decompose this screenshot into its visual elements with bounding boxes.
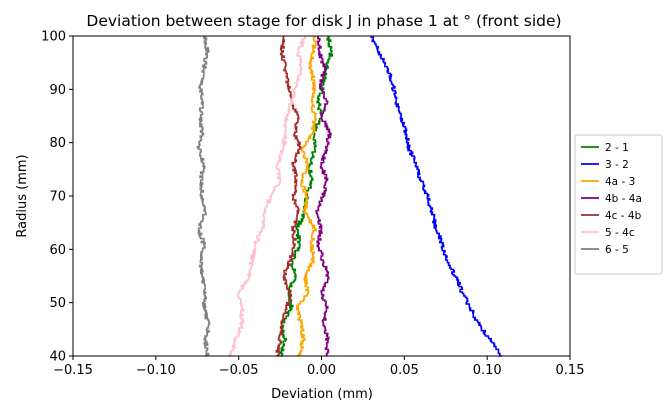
legend-entry-label: 5 - 4c bbox=[605, 227, 635, 239]
series-line-4 bbox=[315, 36, 332, 357]
x-axis: −0.15 −0.10 −0.05 0.00 0.05 0.10 0.15 bbox=[53, 356, 584, 378]
x-axis-label: Deviation (mm) bbox=[271, 387, 373, 402]
chart-title: Deviation between stage for disk J in ph… bbox=[86, 12, 561, 30]
legend: 2 - 1 3 - 2 4a - 3 4b - 4a 4c - 4b 5 - 4c 6 - … bbox=[574, 134, 663, 275]
series-line-7 bbox=[196, 36, 211, 357]
legend-entry-label: 4a - 3 bbox=[605, 176, 635, 188]
series-line-6 bbox=[228, 36, 307, 357]
y-tick-label: 50 bbox=[49, 296, 66, 311]
x-tick-label: 0.00 bbox=[307, 363, 336, 378]
x-tick-label: 0.05 bbox=[390, 363, 419, 378]
series-line-5 bbox=[275, 36, 302, 357]
x-tick-label: 0.15 bbox=[556, 363, 585, 378]
legend-entry-label: 4c - 4b bbox=[605, 210, 642, 222]
series-line-3 bbox=[295, 36, 318, 357]
legend-entry-label: 3 - 2 bbox=[605, 159, 629, 171]
y-tick-label: 100 bbox=[41, 30, 66, 45]
legend-box bbox=[574, 134, 663, 275]
legend-entry-label: 6 - 5 bbox=[605, 244, 629, 256]
x-tick-label: −0.10 bbox=[136, 363, 176, 378]
x-tick-label: 0.10 bbox=[473, 363, 502, 378]
y-tick-label: 40 bbox=[49, 350, 66, 365]
y-axis: 40 50 60 70 80 90 100 bbox=[41, 30, 73, 365]
series-group bbox=[196, 36, 503, 357]
series-line-2 bbox=[370, 36, 503, 357]
x-tick-label: −0.15 bbox=[53, 363, 93, 378]
y-tick-label: 80 bbox=[49, 136, 66, 151]
y-tick-label: 60 bbox=[49, 243, 66, 258]
x-tick-label: −0.05 bbox=[219, 363, 259, 378]
y-tick-label: 70 bbox=[49, 190, 66, 205]
y-tick-label: 90 bbox=[49, 83, 66, 98]
legend-entry-label: 2 - 1 bbox=[605, 142, 629, 154]
y-axis-label: Radius (mm) bbox=[15, 154, 30, 237]
legend-entry-label: 4b - 4a bbox=[605, 193, 642, 205]
